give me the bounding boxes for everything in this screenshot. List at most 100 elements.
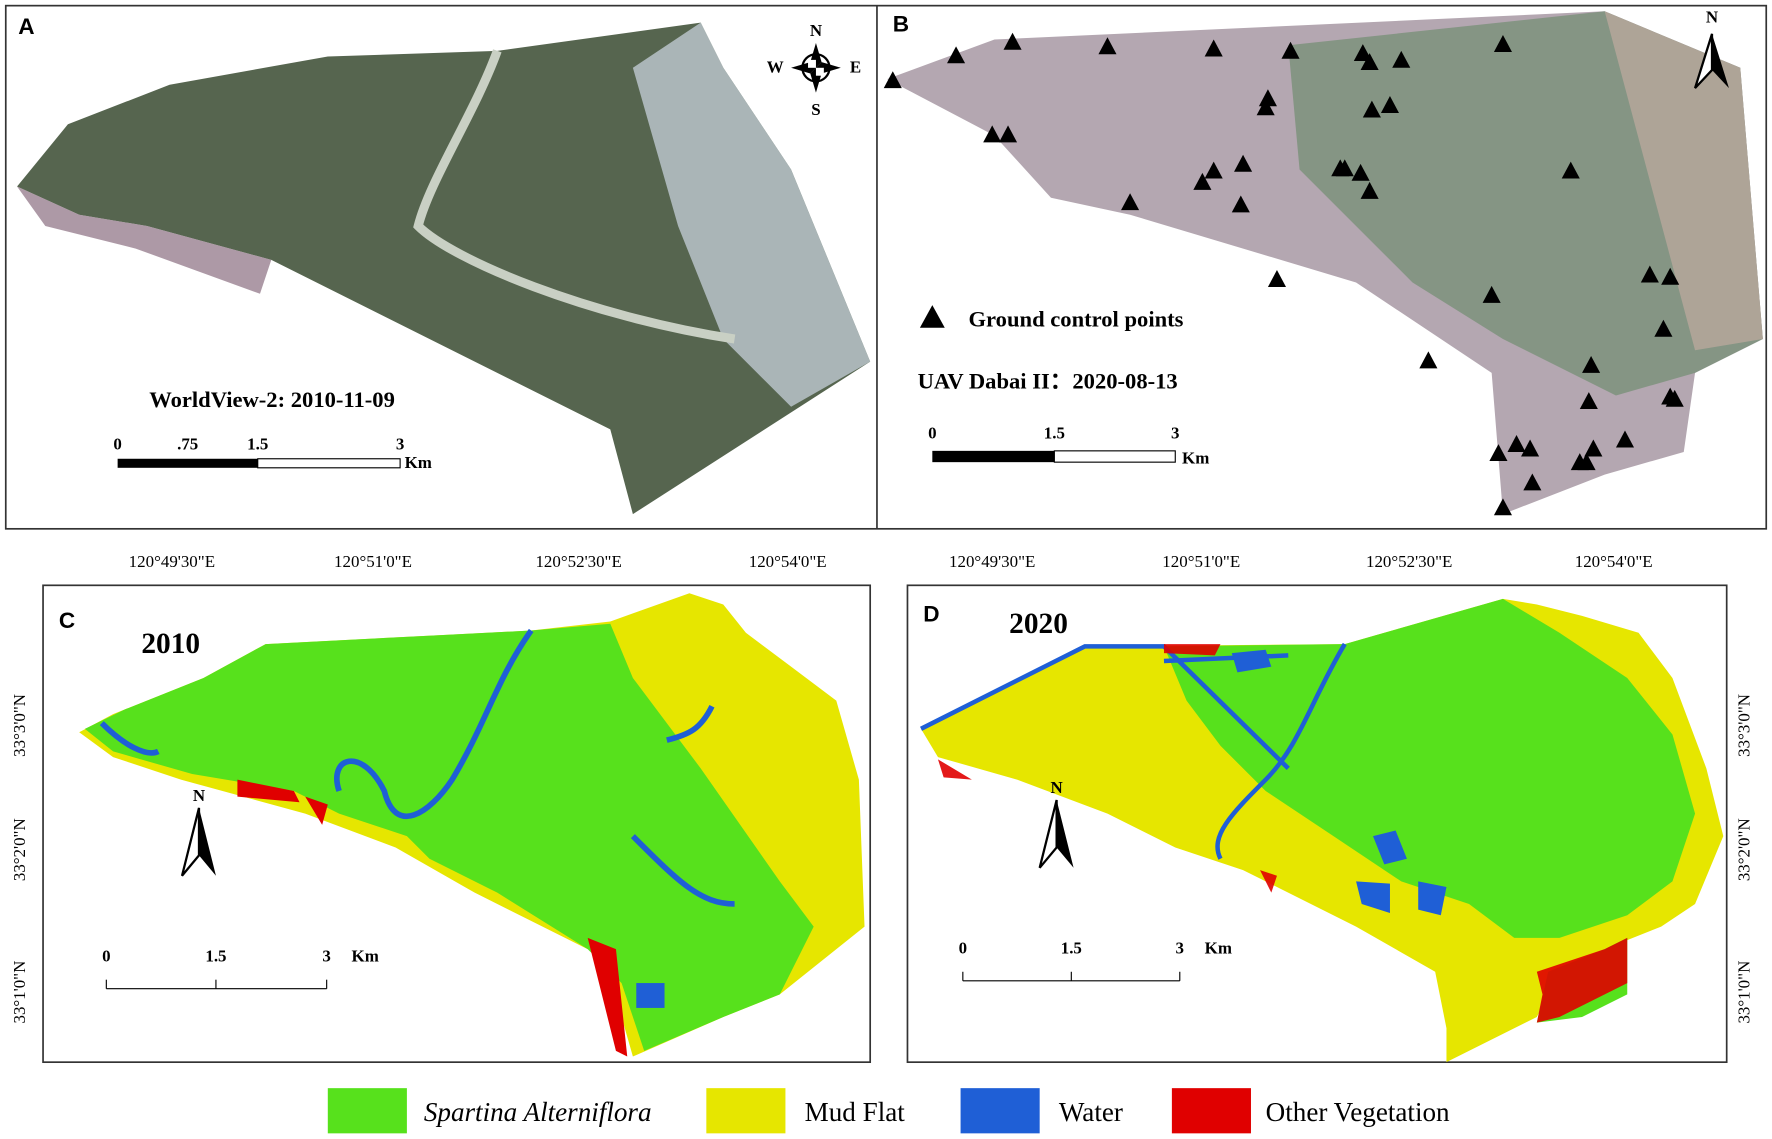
scale-label: 0	[113, 435, 121, 454]
classification-map	[79, 593, 865, 1057]
longitude-label: 120°51'0"E	[1162, 552, 1240, 571]
channel	[413, 49, 736, 344]
classification-map	[920, 598, 1724, 1063]
caption: UAV Dabai II：2020-08-13	[918, 369, 1178, 394]
latitude-label: 33°2'0"N	[1734, 818, 1753, 881]
other-vegetation	[937, 644, 1628, 1023]
gcp-marker	[1392, 50, 1411, 68]
gcp-marker	[1003, 32, 1022, 50]
north-label: N	[1051, 778, 1064, 797]
longitude-label: 120°54'0"E	[749, 552, 827, 571]
gcp-marker	[1489, 444, 1508, 462]
gcp-marker	[998, 125, 1018, 143]
gcp-marker	[1661, 267, 1680, 285]
longitude-label: 120°51'0"E	[334, 552, 412, 571]
longitude-label: 120°52'30"E	[1366, 552, 1452, 571]
scale-label: 0	[928, 423, 936, 442]
panel-label: B	[893, 12, 909, 37]
gcp-marker	[1258, 89, 1277, 107]
gcp-marker	[1577, 453, 1596, 471]
land	[17, 186, 272, 294]
longitude-label: 120°54'0"E	[1575, 552, 1653, 571]
bare-flat	[1604, 11, 1763, 351]
legend-label: Ground control points	[968, 307, 1183, 332]
scale-bar	[117, 458, 258, 468]
gcp-marker	[1353, 44, 1372, 62]
gcp-marker	[1493, 35, 1512, 52]
scale-label: 0	[102, 947, 110, 966]
gcp-marker	[1360, 181, 1379, 199]
scale-label: 3	[1171, 423, 1179, 442]
gcp-marker	[1204, 39, 1223, 57]
legend-label: Mud Flat	[805, 1097, 906, 1127]
longitude-label: 120°49'30"E	[949, 552, 1035, 571]
latitude-label: 33°3'0"N	[1734, 694, 1753, 757]
gcp-marker	[1482, 285, 1501, 303]
gcp-marker	[1231, 195, 1250, 213]
scale-label: 1.5	[247, 435, 268, 454]
longitude-label: 120°52'30"E	[535, 552, 621, 571]
gcp-marker	[1098, 37, 1117, 55]
legend-swatch	[327, 1088, 407, 1134]
gcp-marker	[1419, 351, 1438, 369]
scale-unit: Km	[352, 947, 379, 966]
gcp-marker	[1193, 172, 1212, 190]
legend-label: Other Vegetation	[1266, 1097, 1450, 1127]
legend-swatch	[706, 1088, 786, 1134]
north-label: N	[1706, 8, 1719, 27]
gcp-marker	[1584, 439, 1603, 457]
top-frame	[4, 4, 1768, 530]
panel-label: D	[923, 601, 939, 626]
gcp-marker	[1582, 355, 1601, 373]
scale-unit: Km	[1182, 448, 1209, 467]
ground-control-points	[883, 32, 1684, 516]
gcp-marker	[947, 46, 966, 64]
legend-label: Spartina Alterniflora	[424, 1097, 652, 1127]
water-pond	[636, 983, 665, 1008]
gcp-marker	[1256, 98, 1275, 116]
legend-swatch	[960, 1088, 1040, 1134]
tidal-flat	[632, 22, 871, 407]
compass-label: N	[810, 21, 823, 40]
gcp-marker	[1362, 100, 1381, 118]
gcp-marker	[1234, 154, 1253, 172]
latitude-label: 33°3'0"N	[10, 694, 29, 757]
arrow-half	[1056, 800, 1074, 868]
gcp-marker	[1267, 270, 1287, 288]
compass	[791, 42, 841, 93]
scale-label: 3	[1176, 939, 1184, 958]
caption: WorldView-2: 2010-11-09	[149, 387, 395, 412]
gcp-marker	[1281, 41, 1300, 59]
latitude-label: 33°2'0"N	[10, 818, 29, 881]
compass-label: E	[850, 57, 861, 76]
gcp-marker	[1615, 430, 1635, 448]
north-arrow	[1693, 33, 1729, 89]
scale-label: .75	[177, 435, 198, 454]
gcp-marker	[1360, 53, 1379, 71]
gcp-marker	[1493, 498, 1512, 516]
gcp-marker	[1351, 163, 1370, 181]
water-channel	[99, 628, 735, 907]
scale-unit: Km	[1205, 939, 1232, 958]
scale-label: 1.5	[205, 947, 226, 966]
north-arrow	[1038, 799, 1074, 869]
scale-bar	[1053, 450, 1176, 463]
panel-label: A	[18, 14, 34, 39]
gcp-marker	[1121, 193, 1140, 211]
legend-symbol	[919, 305, 945, 328]
longitude-label: 120°49'30"E	[129, 552, 215, 571]
gcp-marker	[1665, 389, 1684, 407]
north-arrow	[180, 807, 216, 877]
gcp-marker	[1507, 435, 1526, 452]
latitude-label: 33°1'0"N	[1734, 961, 1753, 1024]
gcp-marker	[1204, 161, 1223, 179]
scale-label: 1.5	[1061, 939, 1082, 958]
gcp-marker	[1335, 159, 1354, 177]
scale-label: 1.5	[1044, 423, 1065, 442]
water-pond	[1231, 649, 1447, 916]
gcp-marker	[1654, 319, 1673, 337]
legend-label: Water	[1059, 1097, 1123, 1127]
scale-unit: Km	[405, 453, 432, 472]
legend-swatch	[1171, 1088, 1251, 1134]
